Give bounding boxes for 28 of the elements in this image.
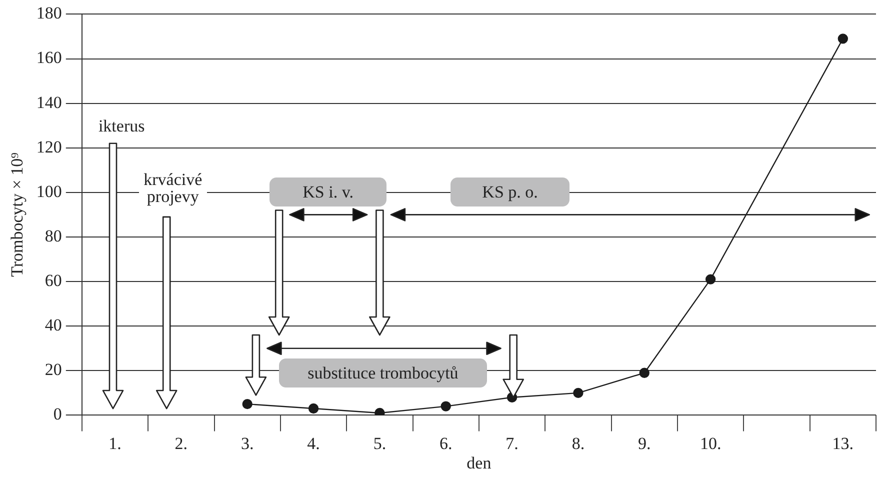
- y-tick-label: 180: [36, 4, 62, 23]
- annotation: krvácivé projevy: [138, 170, 207, 206]
- x-tick-label: 8.: [572, 434, 585, 453]
- x-tick-label: 13.: [832, 434, 854, 453]
- annotation: KS i. v.: [302, 182, 354, 202]
- x-tick-label: 5.: [373, 434, 386, 453]
- y-tick-label: 0: [53, 404, 62, 424]
- y-tick-label: 100: [36, 182, 62, 201]
- y-tick-label: 40: [44, 316, 62, 335]
- y-tick-label: 140: [36, 92, 62, 112]
- x-tick-label: 4.: [307, 434, 320, 453]
- x-tick-label: 3.: [240, 434, 254, 453]
- x-tick-label: 7.: [506, 434, 518, 453]
- annotation: KS p. o.: [481, 182, 539, 202]
- y-axis-title: Trombocyty × 10⁹: [8, 152, 27, 277]
- annotation: ikterus: [98, 116, 145, 136]
- y-tick-label: 20: [44, 360, 62, 380]
- x-tick-label: 6.: [439, 434, 452, 453]
- x-axis-title: den: [466, 453, 492, 472]
- x-tick-label: 2.: [174, 434, 188, 453]
- annotation: substituce trombocytů: [306, 363, 460, 382]
- y-tick-label: 120: [36, 137, 62, 156]
- y-tick-label: 60: [44, 271, 62, 290]
- x-tick-label: 1.: [108, 434, 122, 453]
- x-tick-label: 9.: [638, 434, 651, 453]
- y-tick-label: 80: [44, 226, 62, 246]
- y-tick-label: 160: [36, 48, 62, 68]
- x-tick-label: 10.: [700, 434, 722, 453]
